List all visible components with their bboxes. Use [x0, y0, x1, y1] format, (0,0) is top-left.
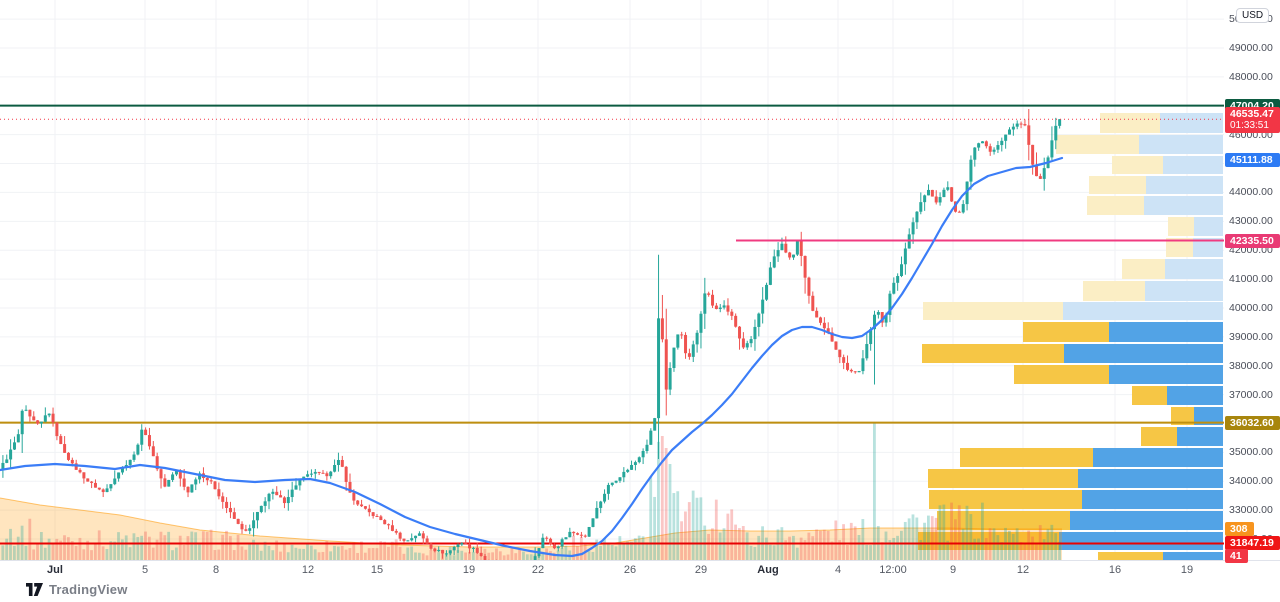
- time-tick-label: 9: [949, 564, 957, 576]
- price-tag: 36032.60: [1225, 415, 1280, 430]
- time-tick-label: Aug: [757, 564, 779, 576]
- time-tick-label: 12: [301, 564, 315, 576]
- price-tag: 308: [1225, 522, 1254, 536]
- time-axis[interactable]: Jul 5 8 12 15 19 22 26 29 Aug 4 12:00 9 12 16 19: [0, 561, 1224, 580]
- price-tick-label: 41000.00: [1229, 273, 1273, 286]
- price-tag: 41: [1225, 549, 1248, 563]
- price-axis[interactable]: 50000.0049000.0048000.0047000.0046000.00…: [1224, 0, 1280, 563]
- tradingview-logo-icon: [26, 583, 43, 596]
- time-tick-label: 19: [462, 564, 476, 576]
- time-tick-label: 15: [370, 564, 384, 576]
- price-tick-label: 33000.00: [1229, 504, 1273, 517]
- price-tick-label: 35000.00: [1229, 446, 1273, 459]
- tradingview-logo[interactable]: TradingView: [26, 582, 128, 597]
- time-tick-label: 12: [1016, 564, 1030, 576]
- price-tag: 45111.88: [1225, 153, 1280, 168]
- price-tag: 46535.47 01:33:51: [1225, 106, 1280, 133]
- price-tick-label: 43000.00: [1229, 215, 1273, 228]
- time-tick-label: 22: [531, 564, 545, 576]
- time-tick-label: 4: [834, 564, 842, 576]
- time-tick-label: Jul: [47, 564, 63, 576]
- time-tick-label: 16: [1108, 564, 1122, 576]
- time-tick-label: 26: [623, 564, 637, 576]
- price-tick-label: 34000.00: [1229, 475, 1273, 488]
- time-axis-separator: [0, 560, 1280, 561]
- price-tick-label: 40000.00: [1229, 301, 1273, 314]
- time-tick-label: 12:00: [879, 564, 907, 576]
- time-tick-label: 19: [1180, 564, 1194, 576]
- tradingview-logo-text: TradingView: [49, 582, 128, 597]
- time-tick-label: 8: [212, 564, 220, 576]
- time-tick-label: 5: [141, 564, 149, 576]
- time-tick-label: 29: [694, 564, 708, 576]
- currency-toggle-button[interactable]: USD: [1236, 8, 1270, 23]
- price-tick-label: 44000.00: [1229, 186, 1273, 199]
- chart-canvas[interactable]: [0, 0, 1224, 560]
- price-tick-label: 38000.00: [1229, 359, 1273, 372]
- price-tick-label: 49000.00: [1229, 42, 1273, 54]
- currency-label: USD: [1242, 10, 1264, 21]
- price-tick-label: 37000.00: [1229, 388, 1273, 401]
- price-tag: 31847.19: [1225, 536, 1280, 551]
- price-tick-label: 39000.00: [1229, 330, 1273, 343]
- price-tick-label: 48000.00: [1229, 70, 1273, 83]
- price-tag: 42335.50: [1225, 233, 1280, 248]
